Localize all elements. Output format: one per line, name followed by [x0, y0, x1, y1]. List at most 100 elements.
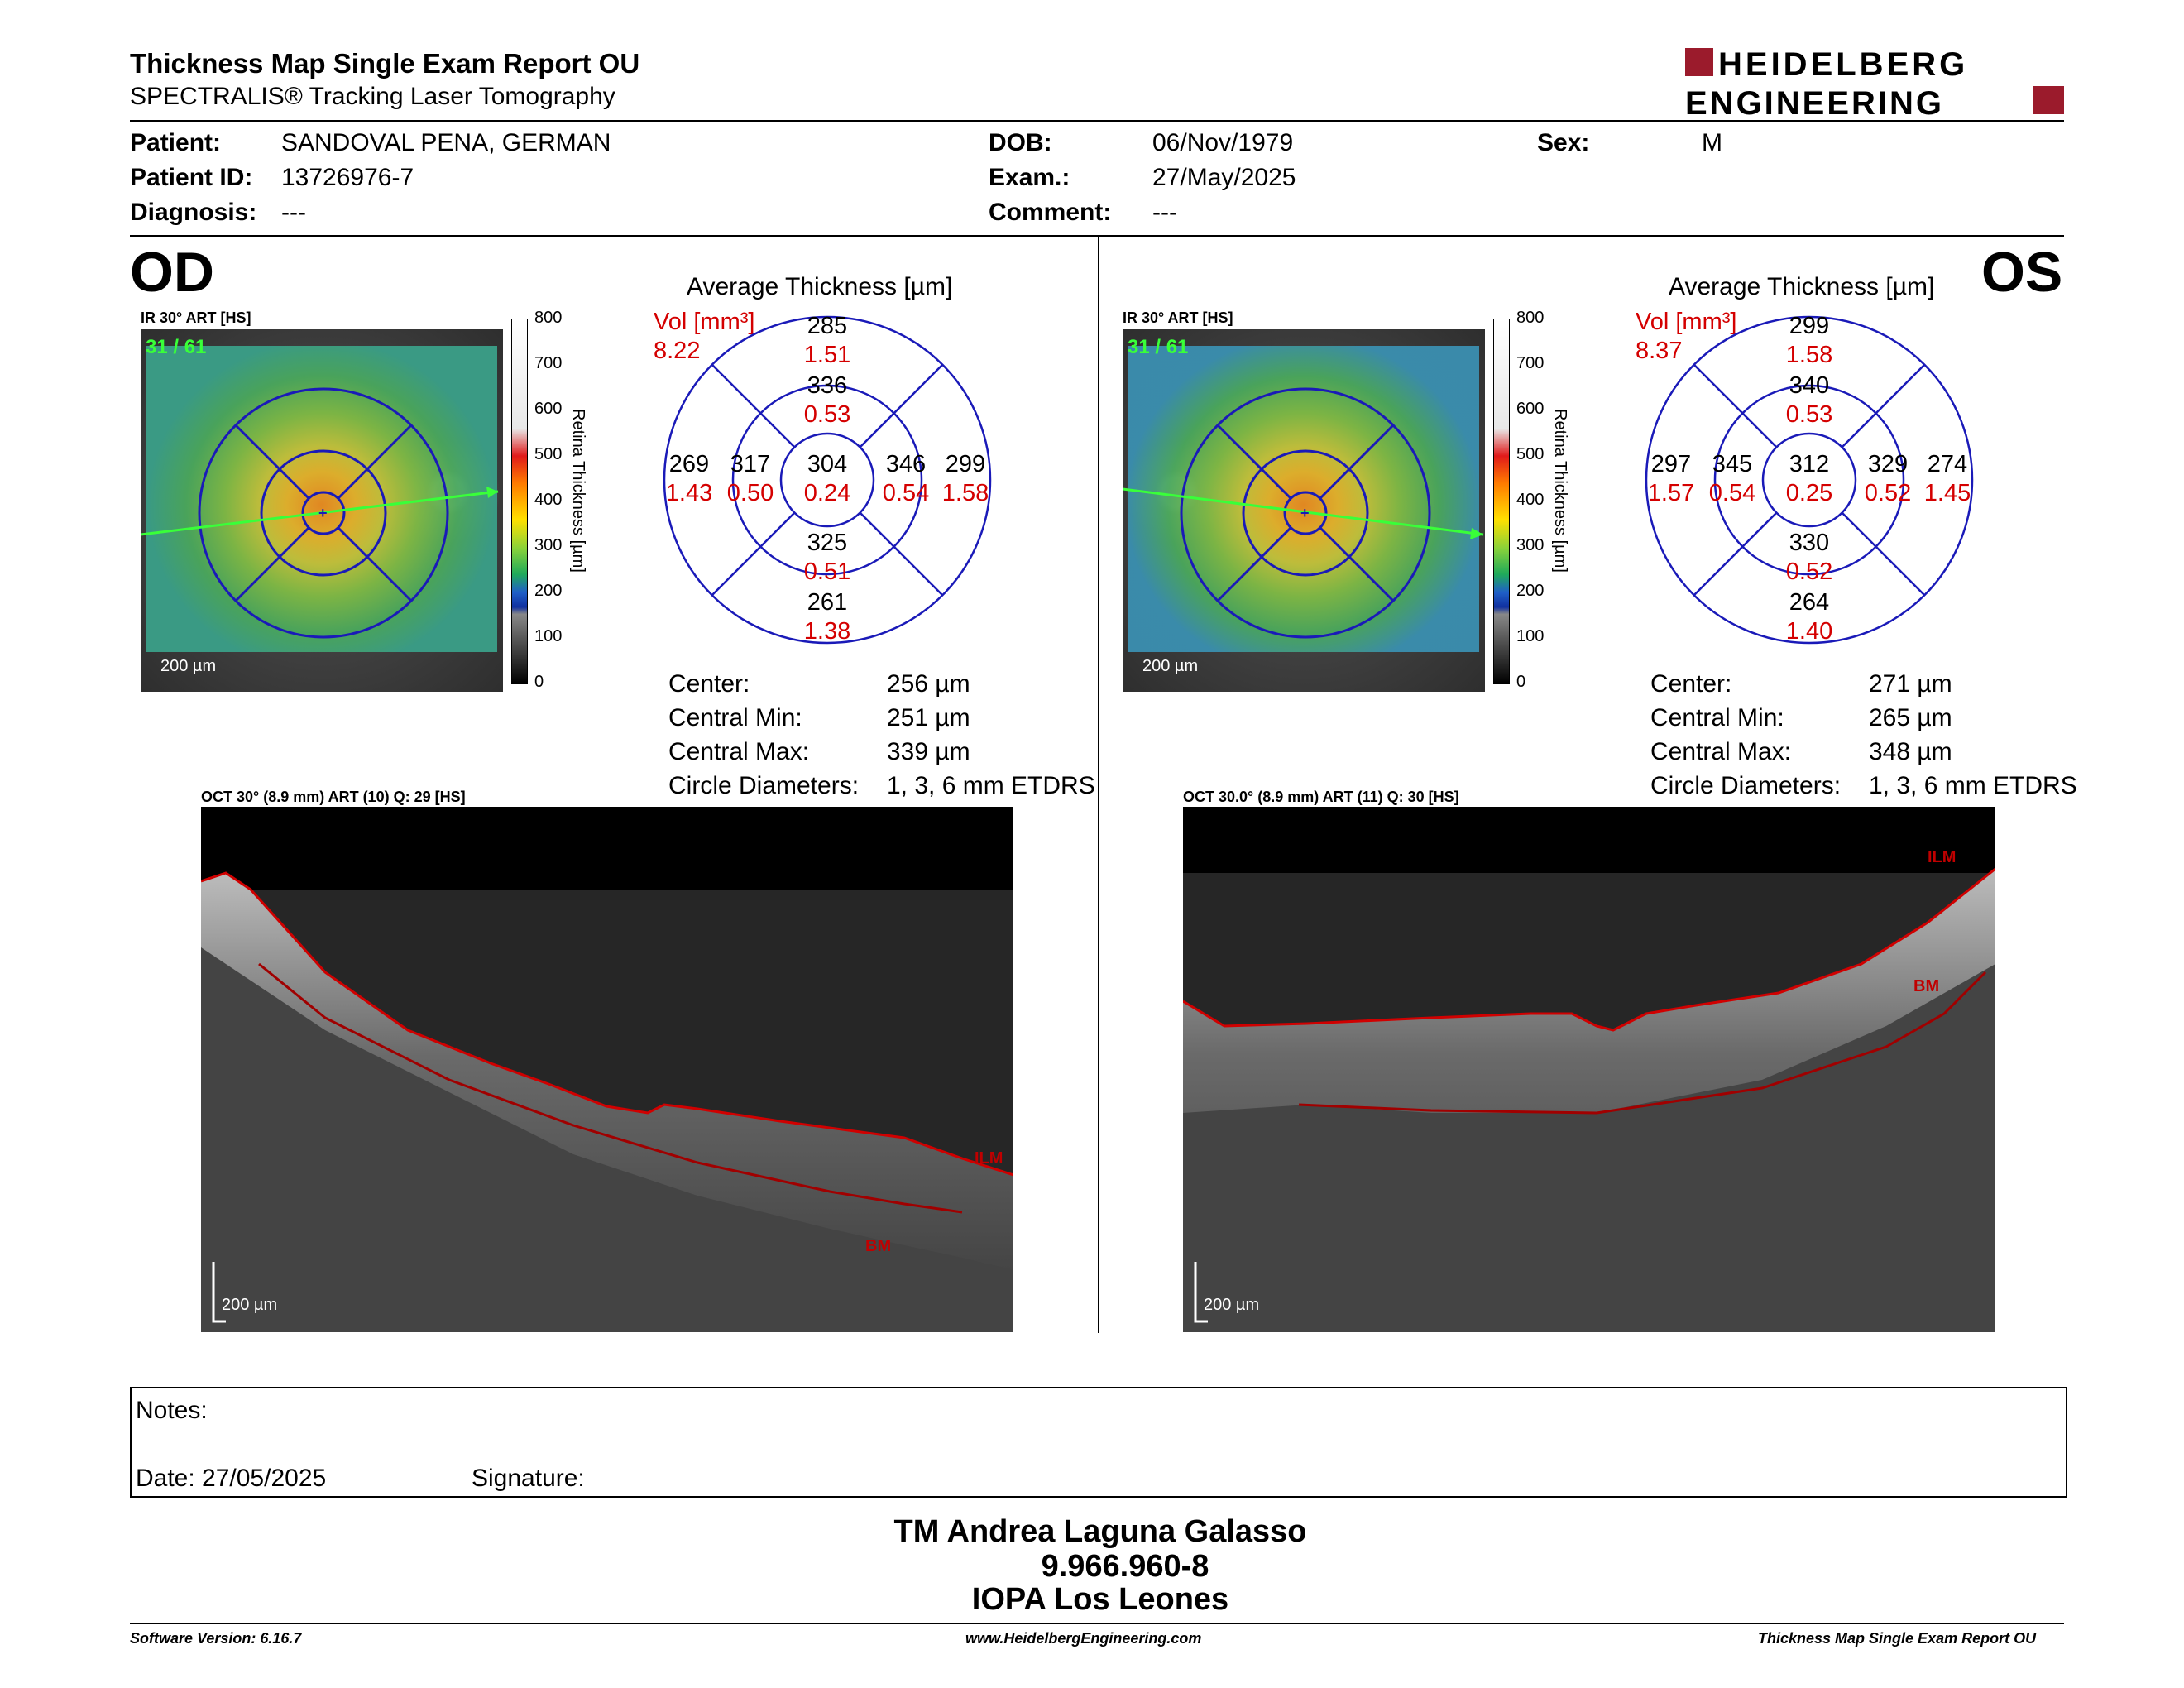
- etdrs-inner-temporal: 345: [1712, 451, 1753, 477]
- notes-label: Notes:: [136, 1397, 208, 1424]
- stat-label: Center:: [1650, 670, 1732, 698]
- stat-label: Central Min:: [1650, 704, 1784, 731]
- ilm-tag-od: ILM: [975, 1149, 1003, 1168]
- sex-label: Sex:: [1537, 129, 1590, 156]
- etdrs-outer-temporal-vol: 1.43: [665, 480, 713, 506]
- etdrs-outer-nasal-vol: 1.58: [941, 480, 989, 506]
- cbar-tick: 300: [534, 536, 563, 554]
- comment-value: ---: [1152, 199, 1177, 226]
- etdrs-outer-temporal: 297: [1650, 451, 1692, 477]
- exam-value: 27/May/2025: [1152, 164, 1296, 191]
- stat-label: Central Max:: [1650, 738, 1792, 765]
- etdrs-outer-nasal: 299: [945, 451, 986, 477]
- fundus-label-od: IR 30° ART [HS]: [141, 309, 251, 326]
- stat-value: 1, 3, 6 mm ETDRS: [1869, 772, 2077, 799]
- etdrs-center-vol: 0.24: [803, 480, 851, 506]
- etdrs-inner-temporal-vol: 0.50: [726, 480, 774, 506]
- etdrs-inner-superior-vol: 0.53: [803, 401, 851, 428]
- cbar-tick: 0: [1516, 673, 1526, 691]
- dob-value: 06/Nov/1979: [1152, 129, 1294, 156]
- stat-value: 251 µm: [887, 704, 970, 731]
- etdrs-inner-nasal-vol: 0.54: [882, 480, 930, 506]
- etdrs-inner-temporal: 317: [730, 451, 771, 477]
- etdrs-center-vol: 0.25: [1785, 480, 1833, 506]
- cbar-tick: 400: [534, 491, 563, 509]
- footer-report-name: Thickness Map Single Exam Report OU: [1758, 1630, 2037, 1647]
- svg-text:+: +: [318, 505, 328, 521]
- signature-id: 9.966.960-8: [1041, 1549, 1209, 1584]
- dob-label: DOB:: [989, 129, 1052, 156]
- etdrs-grid-od: [663, 315, 992, 645]
- stat-value: 339 µm: [887, 738, 970, 765]
- comment-label: Comment:: [989, 199, 1112, 226]
- notes-box[interactable]: [130, 1387, 2067, 1498]
- cbar-tick: 500: [1516, 445, 1545, 463]
- bm-tag-os: BM: [1913, 977, 1940, 995]
- etdrs-outer-inferior: 264: [1789, 589, 1830, 616]
- cbar-tick: 200: [534, 582, 563, 600]
- vol-label-od: Vol [mm³]: [654, 309, 755, 335]
- report-subtitle: SPECTRALIS® Tracking Laser Tomography: [130, 83, 615, 110]
- stat-label: Central Min:: [668, 704, 802, 731]
- etdrs-grid-os: [1645, 315, 1974, 645]
- fundus-image-od: + 31 / 61 200 µm: [141, 329, 503, 692]
- stat-label: Center:: [668, 670, 750, 698]
- etdrs-outer-superior: 285: [807, 313, 848, 339]
- etdrs-outer-inferior: 261: [807, 589, 848, 616]
- cbar-tick: 600: [534, 400, 563, 418]
- etdrs-inner-inferior-vol: 0.52: [1785, 559, 1833, 585]
- header-divider: [130, 120, 2064, 122]
- etdrs-outer-superior: 299: [1789, 313, 1830, 339]
- cbar-tick: 700: [534, 354, 563, 372]
- scan-count-os: 31 / 61: [1128, 336, 1189, 358]
- heidelberg-logo: HEIDELBERG ENGINEERING: [1685, 46, 2064, 117]
- sex-value: M: [1702, 129, 1722, 156]
- scan-count-od: 31 / 61: [146, 336, 207, 358]
- oct-bscan-od: ILM BM 200 µm: [201, 807, 1013, 1332]
- patient-name: SANDOVAL PENA, GERMAN: [281, 129, 611, 156]
- cbar-tick: 300: [1516, 536, 1545, 554]
- logo-text-1: HEIDELBERG: [1718, 46, 1968, 83]
- scale-label-fundus-os: 200 µm: [1142, 657, 1199, 675]
- vol-total-od: 8.22: [654, 338, 701, 364]
- fundus-label-os: IR 30° ART [HS]: [1123, 309, 1233, 326]
- etdrs-outer-inferior-vol: 1.38: [803, 618, 851, 645]
- thickness-colorbar-od: [511, 319, 528, 684]
- signature-label: Signature:: [472, 1465, 585, 1492]
- center-divider: [1098, 237, 1099, 1333]
- scale-label-fundus-od: 200 µm: [160, 657, 217, 675]
- cbar-tick: 100: [1516, 627, 1545, 645]
- etdrs-outer-superior-vol: 1.58: [1785, 342, 1833, 368]
- etdrs-center: 304: [807, 451, 848, 477]
- oct-label-od: OCT 30° (8.9 mm) ART (10) Q: 29 [HS]: [201, 789, 466, 805]
- report-title: Thickness Map Single Exam Report OU: [130, 48, 640, 79]
- etdrs-outer-nasal: 274: [1927, 451, 1968, 477]
- oct-bscan-os: ILM BM 200 µm: [1183, 807, 1995, 1332]
- etdrs-inner-superior: 340: [1789, 372, 1830, 399]
- exam-label: Exam.:: [989, 164, 1070, 191]
- footer-divider: [130, 1623, 2064, 1624]
- cbar-tick: 100: [534, 627, 563, 645]
- signature-institution: IOPA Los Leones: [971, 1582, 1229, 1617]
- eye-label-od: OD: [130, 241, 214, 304]
- stat-value: 348 µm: [1869, 738, 1952, 765]
- patient-id: 13726976-7: [281, 164, 414, 191]
- avg-thickness-title-od: Average Thickness [µm]: [687, 273, 953, 300]
- diagnosis-value: ---: [281, 199, 306, 226]
- etdrs-inner-inferior: 325: [807, 530, 848, 556]
- diagnosis-label: Diagnosis:: [130, 199, 257, 226]
- patient-label: Patient:: [130, 129, 222, 156]
- stat-value: 271 µm: [1869, 670, 1952, 698]
- colorbar-title-os: Retina Thickness [µm]: [1551, 409, 1569, 573]
- fundus-image-os: + 31 / 61 200 µm: [1123, 329, 1485, 692]
- etdrs-inner-inferior: 330: [1789, 530, 1830, 556]
- thickness-colorbar-os: [1493, 319, 1510, 684]
- etdrs-inner-superior: 336: [807, 372, 848, 399]
- cbar-tick: 800: [534, 309, 563, 327]
- cbar-tick: 400: [1516, 491, 1545, 509]
- stat-value: 256 µm: [887, 670, 970, 698]
- logo-text-2: ENGINEERING: [1685, 85, 1944, 117]
- etdrs-inner-nasal: 329: [1867, 451, 1909, 477]
- website-link[interactable]: www.HeidelbergEngineering.com: [965, 1630, 1202, 1647]
- eye-label-os: OS: [1981, 241, 2063, 304]
